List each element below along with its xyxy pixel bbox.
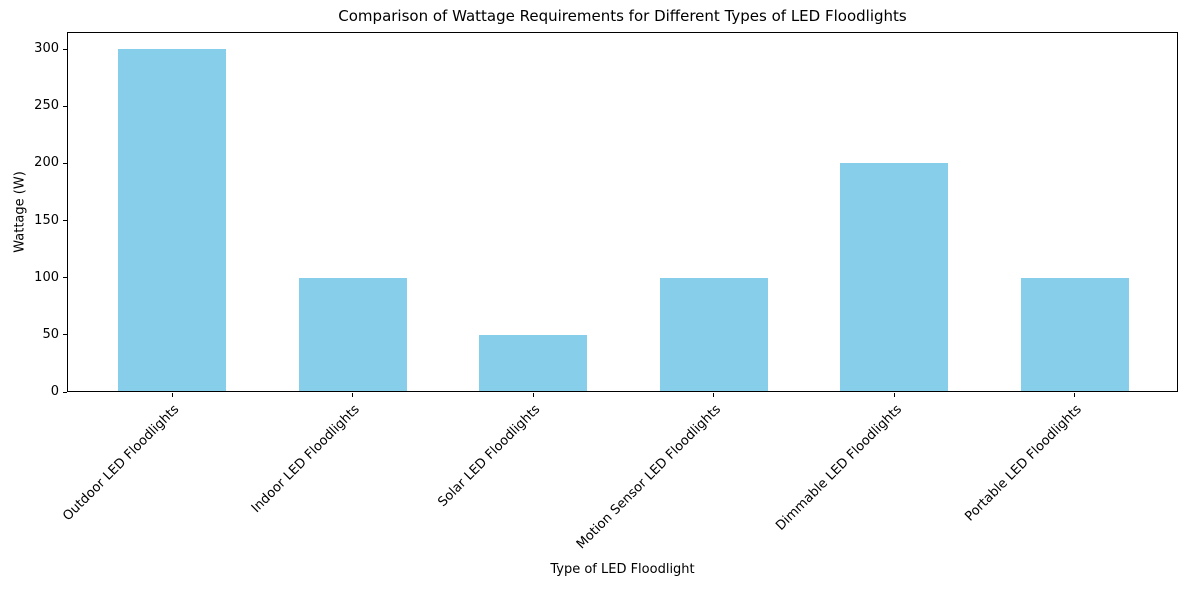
x-tick-label: Indoor LED Floodlights [249,402,364,516]
y-axis-label: Wattage (W) [12,171,28,253]
y-tick-mark [63,391,67,393]
x-tick-label: Dimmable LED Floodlights [772,402,905,534]
x-tick-mark [171,393,173,397]
bar [298,277,407,392]
y-tick-mark [63,105,67,107]
y-tick-label: 150 [34,212,59,228]
x-tick-label: Motion Sensor LED Floodlights [573,402,725,553]
x-tick-mark [713,393,714,397]
bar [118,49,226,392]
bar [659,277,768,392]
y-tick-label: 0 [50,384,59,399]
y-tick-label: 250 [34,98,59,114]
y-tick-label: 50 [42,326,59,342]
chart-title: Comparison of Wattage Requirements for D… [338,7,907,25]
y-tick-label: 300 [34,41,59,57]
y-tick-label: 200 [34,155,59,171]
y-tick-mark [63,277,67,279]
x-tick-mark [1074,393,1075,397]
y-tick-mark [63,48,67,50]
plot-area [67,32,1178,392]
x-tick-mark [352,393,353,397]
x-tick-label: Outdoor LED Floodlights [60,402,183,525]
y-tick-mark [63,162,67,164]
x-tick-mark [532,393,534,397]
x-tick-label: Solar LED Floodlights [435,402,544,510]
y-tick-mark [63,334,67,336]
bar [479,334,587,392]
y-tick-label: 100 [34,269,59,285]
x-tick-label: Portable LED Floodlights [962,402,1086,525]
y-tick-mark [63,220,67,222]
bar [1020,277,1129,392]
x-tick-mark [893,393,895,397]
x-axis-label: Type of LED Floodlight [550,562,695,577]
bar [840,163,948,392]
